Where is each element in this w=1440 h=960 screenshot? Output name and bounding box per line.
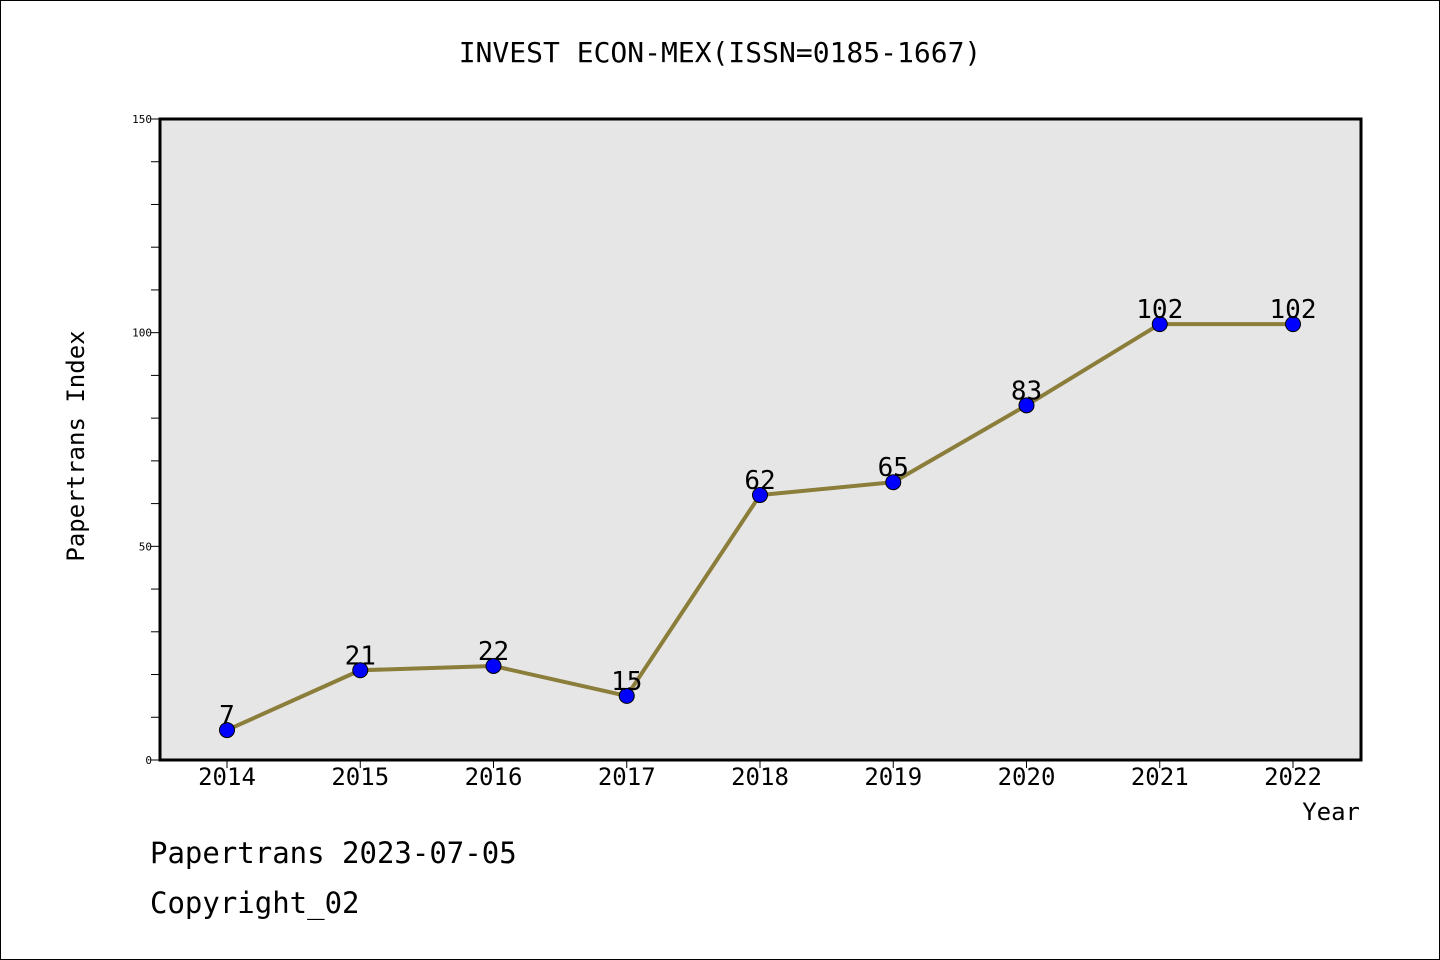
x-tick-label: 2019 [864,763,922,791]
data-point [485,657,502,674]
data-point [1018,397,1035,414]
footer-date: Papertrans 2023-07-05 [150,836,517,870]
data-label: 7 [219,701,235,731]
x-tick-label: 2022 [1264,763,1322,791]
x-tick-label: 2018 [731,763,789,791]
y-tick-label: 150 [132,113,152,126]
data-point [1285,316,1301,333]
x-tick-label: 2014 [198,763,256,791]
x-tick-label: 2016 [465,763,523,791]
data-point [752,487,768,504]
data-point [352,662,369,679]
data-label: 83 [1011,376,1042,406]
data-label: 102 [1270,295,1317,325]
data-point [885,474,902,491]
x-tick-label: 2020 [998,763,1056,791]
data-point [1151,316,1168,333]
x-tick-label: 2017 [598,763,656,791]
y-tick-label: 0 [145,754,152,767]
y-tick-label: 100 [132,327,152,340]
data-label: 62 [744,466,775,496]
data-label: 102 [1136,295,1183,325]
data-label: 65 [878,453,909,483]
footer-copyright: Copyright_02 [150,886,360,920]
x-axis-label: Year [1302,798,1360,826]
data-label: 21 [345,641,376,671]
x-tick-label: 2015 [331,763,389,791]
data-point [219,722,235,739]
data-point [618,687,635,704]
y-tick-label: 50 [139,540,152,553]
data-label: 15 [611,667,642,697]
x-tick-label: 2021 [1131,763,1189,791]
data-label: 22 [478,637,509,667]
chart-title: INVEST ECON-MEX(ISSN=0185-1667) [458,36,982,69]
plot-area [158,117,1363,762]
